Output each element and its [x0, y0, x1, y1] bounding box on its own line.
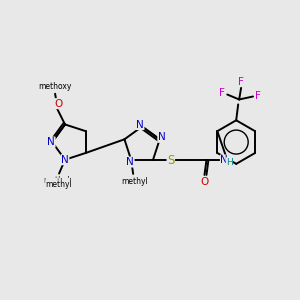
Text: N: N [158, 132, 166, 142]
Text: F: F [238, 76, 244, 87]
Text: N: N [47, 137, 55, 147]
Text: O: O [200, 177, 208, 187]
Text: F: F [219, 88, 225, 98]
Text: methyl: methyl [121, 177, 148, 186]
Text: O: O [54, 99, 62, 109]
Text: F: F [255, 91, 261, 100]
Text: N: N [126, 157, 134, 167]
Text: N: N [61, 155, 69, 165]
Text: methyl: methyl [46, 178, 72, 187]
Text: S: S [167, 154, 175, 166]
Text: methoxy: methoxy [38, 82, 72, 91]
Text: N: N [136, 119, 144, 130]
Text: methyl: methyl [44, 176, 70, 185]
Text: methyl: methyl [46, 180, 72, 189]
Text: methyl: methyl [49, 178, 73, 184]
Text: H: H [226, 158, 232, 166]
Text: N: N [220, 155, 228, 165]
